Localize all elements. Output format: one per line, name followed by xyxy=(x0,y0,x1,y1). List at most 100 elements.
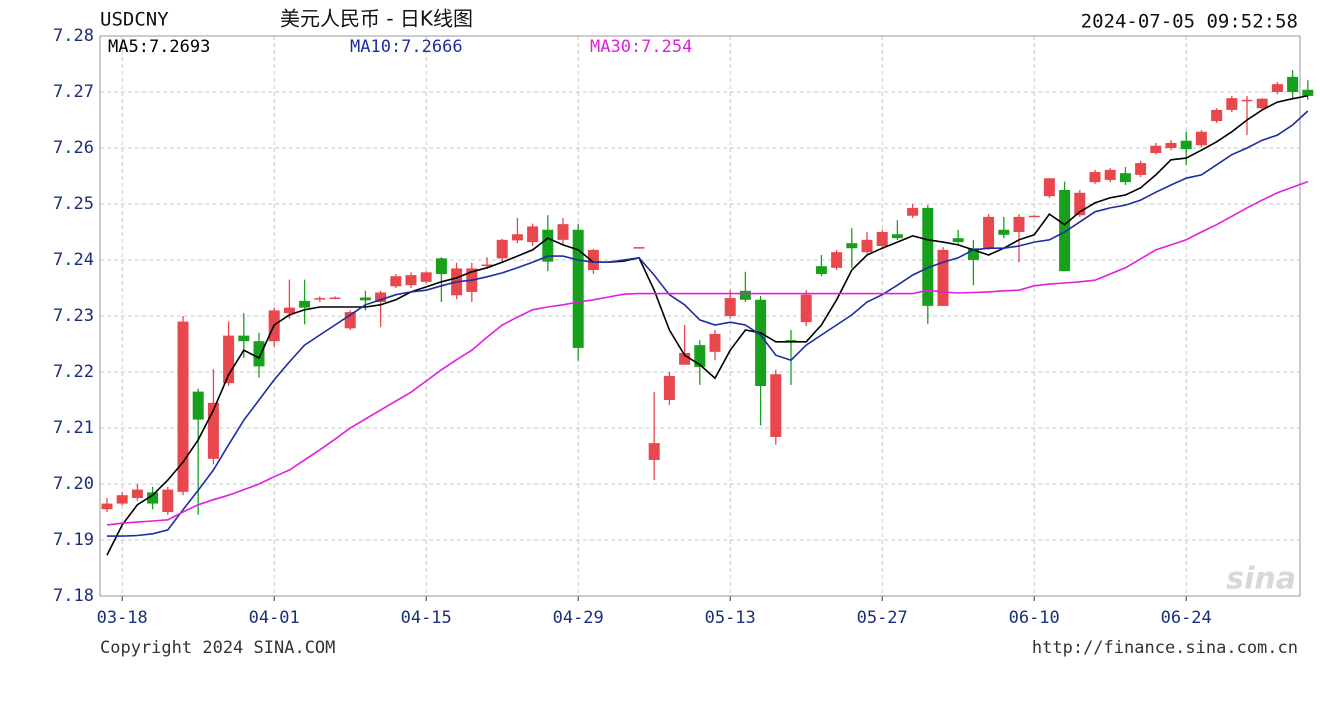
symbol: USDCNY xyxy=(100,9,169,31)
candle-body xyxy=(1089,172,1101,183)
candle-body xyxy=(1059,190,1071,272)
x-tick-label: 05-27 xyxy=(857,608,908,628)
candle-body xyxy=(831,252,843,268)
candle-body xyxy=(1043,178,1055,197)
x-tick-label: 05-13 xyxy=(705,608,756,628)
candle-body xyxy=(283,307,295,314)
x-tick-label: 03-18 xyxy=(97,608,148,628)
candle-body xyxy=(1256,98,1268,109)
source-url: http://finance.sina.com.cn xyxy=(1032,638,1298,658)
candle-body xyxy=(1104,169,1116,180)
y-tick-label: 7.25 xyxy=(53,194,94,214)
plot-frame xyxy=(99,35,1301,597)
candle-body xyxy=(952,238,964,243)
legend-label: MA30:7.254 xyxy=(590,37,692,57)
candle-body xyxy=(907,207,919,216)
candle-body xyxy=(922,207,934,306)
ma-line xyxy=(107,110,1309,537)
candle-body xyxy=(192,391,204,420)
candle-body xyxy=(785,340,797,342)
candle-body xyxy=(679,352,691,365)
candle-body xyxy=(116,495,128,504)
candle-body xyxy=(405,275,417,286)
candle-body xyxy=(314,298,326,300)
candle-body xyxy=(131,489,143,498)
candle-body xyxy=(238,335,250,342)
legend-label: MA5:7.2693 xyxy=(108,37,210,57)
y-tick-label: 7.23 xyxy=(53,306,94,326)
y-tick-label: 7.19 xyxy=(53,530,94,550)
candle-body xyxy=(1195,131,1207,146)
candle-body xyxy=(511,234,523,241)
ma-line xyxy=(106,95,1308,556)
candle-body xyxy=(1013,216,1025,232)
candle-body xyxy=(1180,140,1192,150)
candle-body xyxy=(329,297,341,300)
candle-body xyxy=(1165,142,1177,148)
candle-body xyxy=(162,489,174,512)
candle-body xyxy=(390,276,402,287)
candle-body xyxy=(709,333,721,352)
candle-body xyxy=(1135,163,1147,175)
candle-body xyxy=(375,292,387,302)
candle-body xyxy=(1074,192,1086,216)
candle-body xyxy=(983,216,995,249)
candle-body xyxy=(207,402,219,459)
candle-body xyxy=(481,264,493,266)
y-tick-label: 7.26 xyxy=(53,138,94,158)
candle-body xyxy=(527,226,539,243)
candle-body xyxy=(815,266,827,274)
candle-body xyxy=(694,345,706,367)
y-tick-label: 7.28 xyxy=(53,26,94,46)
candle-body xyxy=(770,374,782,437)
x-tick-label: 06-10 xyxy=(1009,608,1060,628)
candle-body xyxy=(846,243,858,249)
candle-body xyxy=(253,341,265,367)
candle-body xyxy=(937,249,949,306)
candle-body xyxy=(1302,89,1314,96)
timestamp: 2024-07-05 09:52:58 xyxy=(1081,11,1298,33)
candle-body xyxy=(663,375,675,400)
x-tick-label: 04-29 xyxy=(553,608,604,628)
candle-body xyxy=(1241,99,1253,102)
candle-body xyxy=(542,229,554,262)
candle-body xyxy=(1226,98,1238,110)
candle-body xyxy=(648,443,660,460)
candle-body xyxy=(1028,215,1040,218)
candle-body xyxy=(587,249,599,271)
candle-body xyxy=(1150,145,1162,154)
y-tick-label: 7.21 xyxy=(53,418,94,438)
candle-body xyxy=(223,335,235,384)
candle-body xyxy=(739,290,751,300)
y-tick-label: 7.22 xyxy=(53,362,94,382)
candle-body xyxy=(967,248,979,260)
candle-body xyxy=(724,298,736,316)
candle-body xyxy=(1271,84,1283,92)
candle-body xyxy=(876,232,888,246)
x-tick-label: 04-15 xyxy=(401,608,452,628)
chart-title: 美元人民币 - 日K线图 xyxy=(280,7,473,31)
y-tick-label: 7.18 xyxy=(53,586,94,606)
candle-body xyxy=(496,239,508,259)
x-tick-label: 06-24 xyxy=(1161,608,1212,628)
candle-body xyxy=(633,247,645,249)
candle-body xyxy=(1119,173,1131,183)
candle-body xyxy=(755,299,767,386)
candle-body xyxy=(572,229,584,348)
candle-body xyxy=(420,272,432,282)
candle-body xyxy=(147,492,159,504)
candle-body xyxy=(891,234,903,239)
x-tick-label: 04-01 xyxy=(249,608,300,628)
candle-body xyxy=(1211,109,1223,122)
ma-line xyxy=(106,180,1309,526)
copyright: Copyright 2024 SINA.COM xyxy=(100,638,335,658)
y-tick-label: 7.27 xyxy=(53,82,94,102)
candle-body xyxy=(998,229,1010,235)
candle-body xyxy=(861,239,873,253)
candle-body xyxy=(359,297,371,301)
candle-body xyxy=(557,224,569,240)
candle-body xyxy=(435,258,447,274)
candle-body xyxy=(177,321,189,492)
